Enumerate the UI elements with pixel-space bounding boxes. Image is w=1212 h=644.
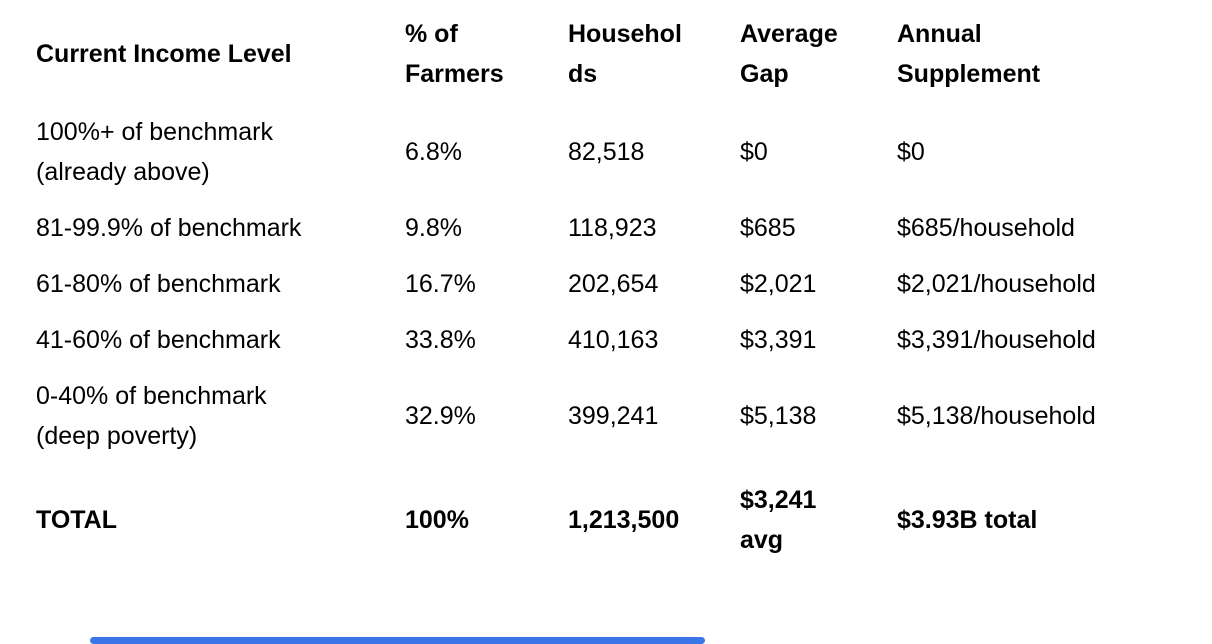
cell-households: 118,923 (568, 214, 657, 242)
cell-average-gap: $685 (740, 214, 796, 242)
cell-average-gap: $2,021 (740, 270, 817, 298)
cell-annual-supplement: $3.93B total (897, 506, 1038, 534)
table-row: 61-80% of benchmark 16.7% 202,654 $2,021… (36, 256, 1182, 312)
cell-households: 410,163 (568, 326, 659, 354)
cell-pct-farmers: 9.8% (405, 214, 462, 242)
cell-annual-supplement: $685/household (897, 214, 1075, 242)
header-row: Current Income Level % of Farmers Househ… (36, 14, 1182, 104)
cell-pct-farmers: 32.9% (405, 402, 476, 430)
total-row: TOTAL 100% 1,213,500 $3,241 avg $3.93B t… (36, 464, 1182, 568)
header-current-income-level: Current Income Level (36, 40, 292, 68)
cell-annual-supplement: $3,391/household (897, 326, 1096, 354)
cell-income-level: 61-80% of benchmark (36, 270, 281, 298)
cell-average-gap: $0 (740, 138, 768, 166)
cell-pct-farmers: 6.8% (405, 138, 462, 166)
table-row: 41-60% of benchmark 33.8% 410,163 $3,391… (36, 312, 1182, 368)
cell-income-level: 41-60% of benchmark (36, 326, 281, 354)
cell-annual-supplement: $2,021/household (897, 270, 1096, 298)
header-average-gap: Average Gap (740, 20, 838, 88)
cell-pct-farmers: 16.7% (405, 270, 476, 298)
header-pct-of-farmers: % of Farmers (405, 20, 504, 88)
cell-annual-supplement: $5,138/household (897, 402, 1096, 430)
cell-households: 202,654 (568, 270, 659, 298)
cell-households: 399,241 (568, 402, 659, 430)
header-households: Househol ds (568, 20, 682, 88)
header-annual-supplement: Annual Supplement (897, 20, 1041, 88)
cell-households: 82,518 (568, 138, 645, 166)
cell-average-gap: $3,391 (740, 326, 817, 354)
cell-income-level: 100%+ of benchmark (already above) (36, 118, 273, 186)
cell-annual-supplement: $0 (897, 138, 925, 166)
cell-average-gap: $5,138 (740, 402, 817, 430)
cell-income-level: 0-40% of benchmark (deep poverty) (36, 382, 267, 450)
table-row: 100%+ of benchmark (already above) 6.8% … (36, 104, 1182, 200)
table-row: 0-40% of benchmark (deep poverty) 32.9% … (36, 368, 1182, 464)
cell-average-gap: $3,241 avg (740, 486, 817, 554)
cell-income-level: 81-99.9% of benchmark (36, 214, 302, 242)
cell-pct-farmers: 100% (405, 506, 469, 534)
cell-pct-farmers: 33.8% (405, 326, 476, 354)
horizontal-scrollbar-thumb[interactable] (90, 637, 705, 644)
cell-income-level: TOTAL (36, 506, 118, 534)
income-distribution-table: Current Income Level % of Farmers Househ… (36, 14, 1182, 568)
cell-households: 1,213,500 (568, 506, 680, 534)
table-row: 81-99.9% of benchmark 9.8% 118,923 $685 … (36, 200, 1182, 256)
